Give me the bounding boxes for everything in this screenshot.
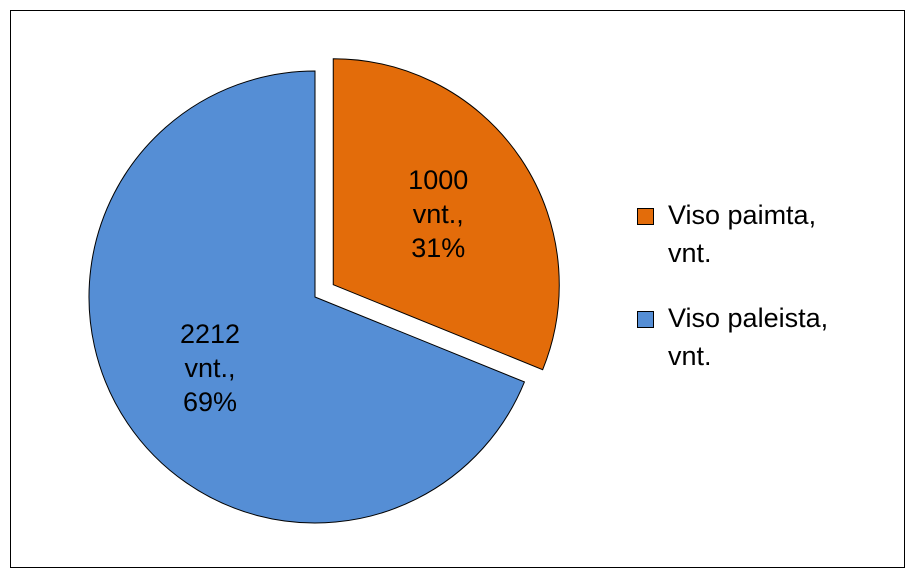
pie-slice [88,70,526,524]
legend-swatch [637,208,654,225]
data-label: 1000 vnt., 31% [408,165,469,263]
legend-label: Viso paimta, vnt. [668,200,817,268]
data-label: 2212 vnt., 69% [179,318,241,417]
pie-slice [332,58,560,371]
legend-label: Viso paleista, vnt. [668,303,829,371]
chart-frame [10,10,905,568]
legend-swatch [637,311,654,328]
